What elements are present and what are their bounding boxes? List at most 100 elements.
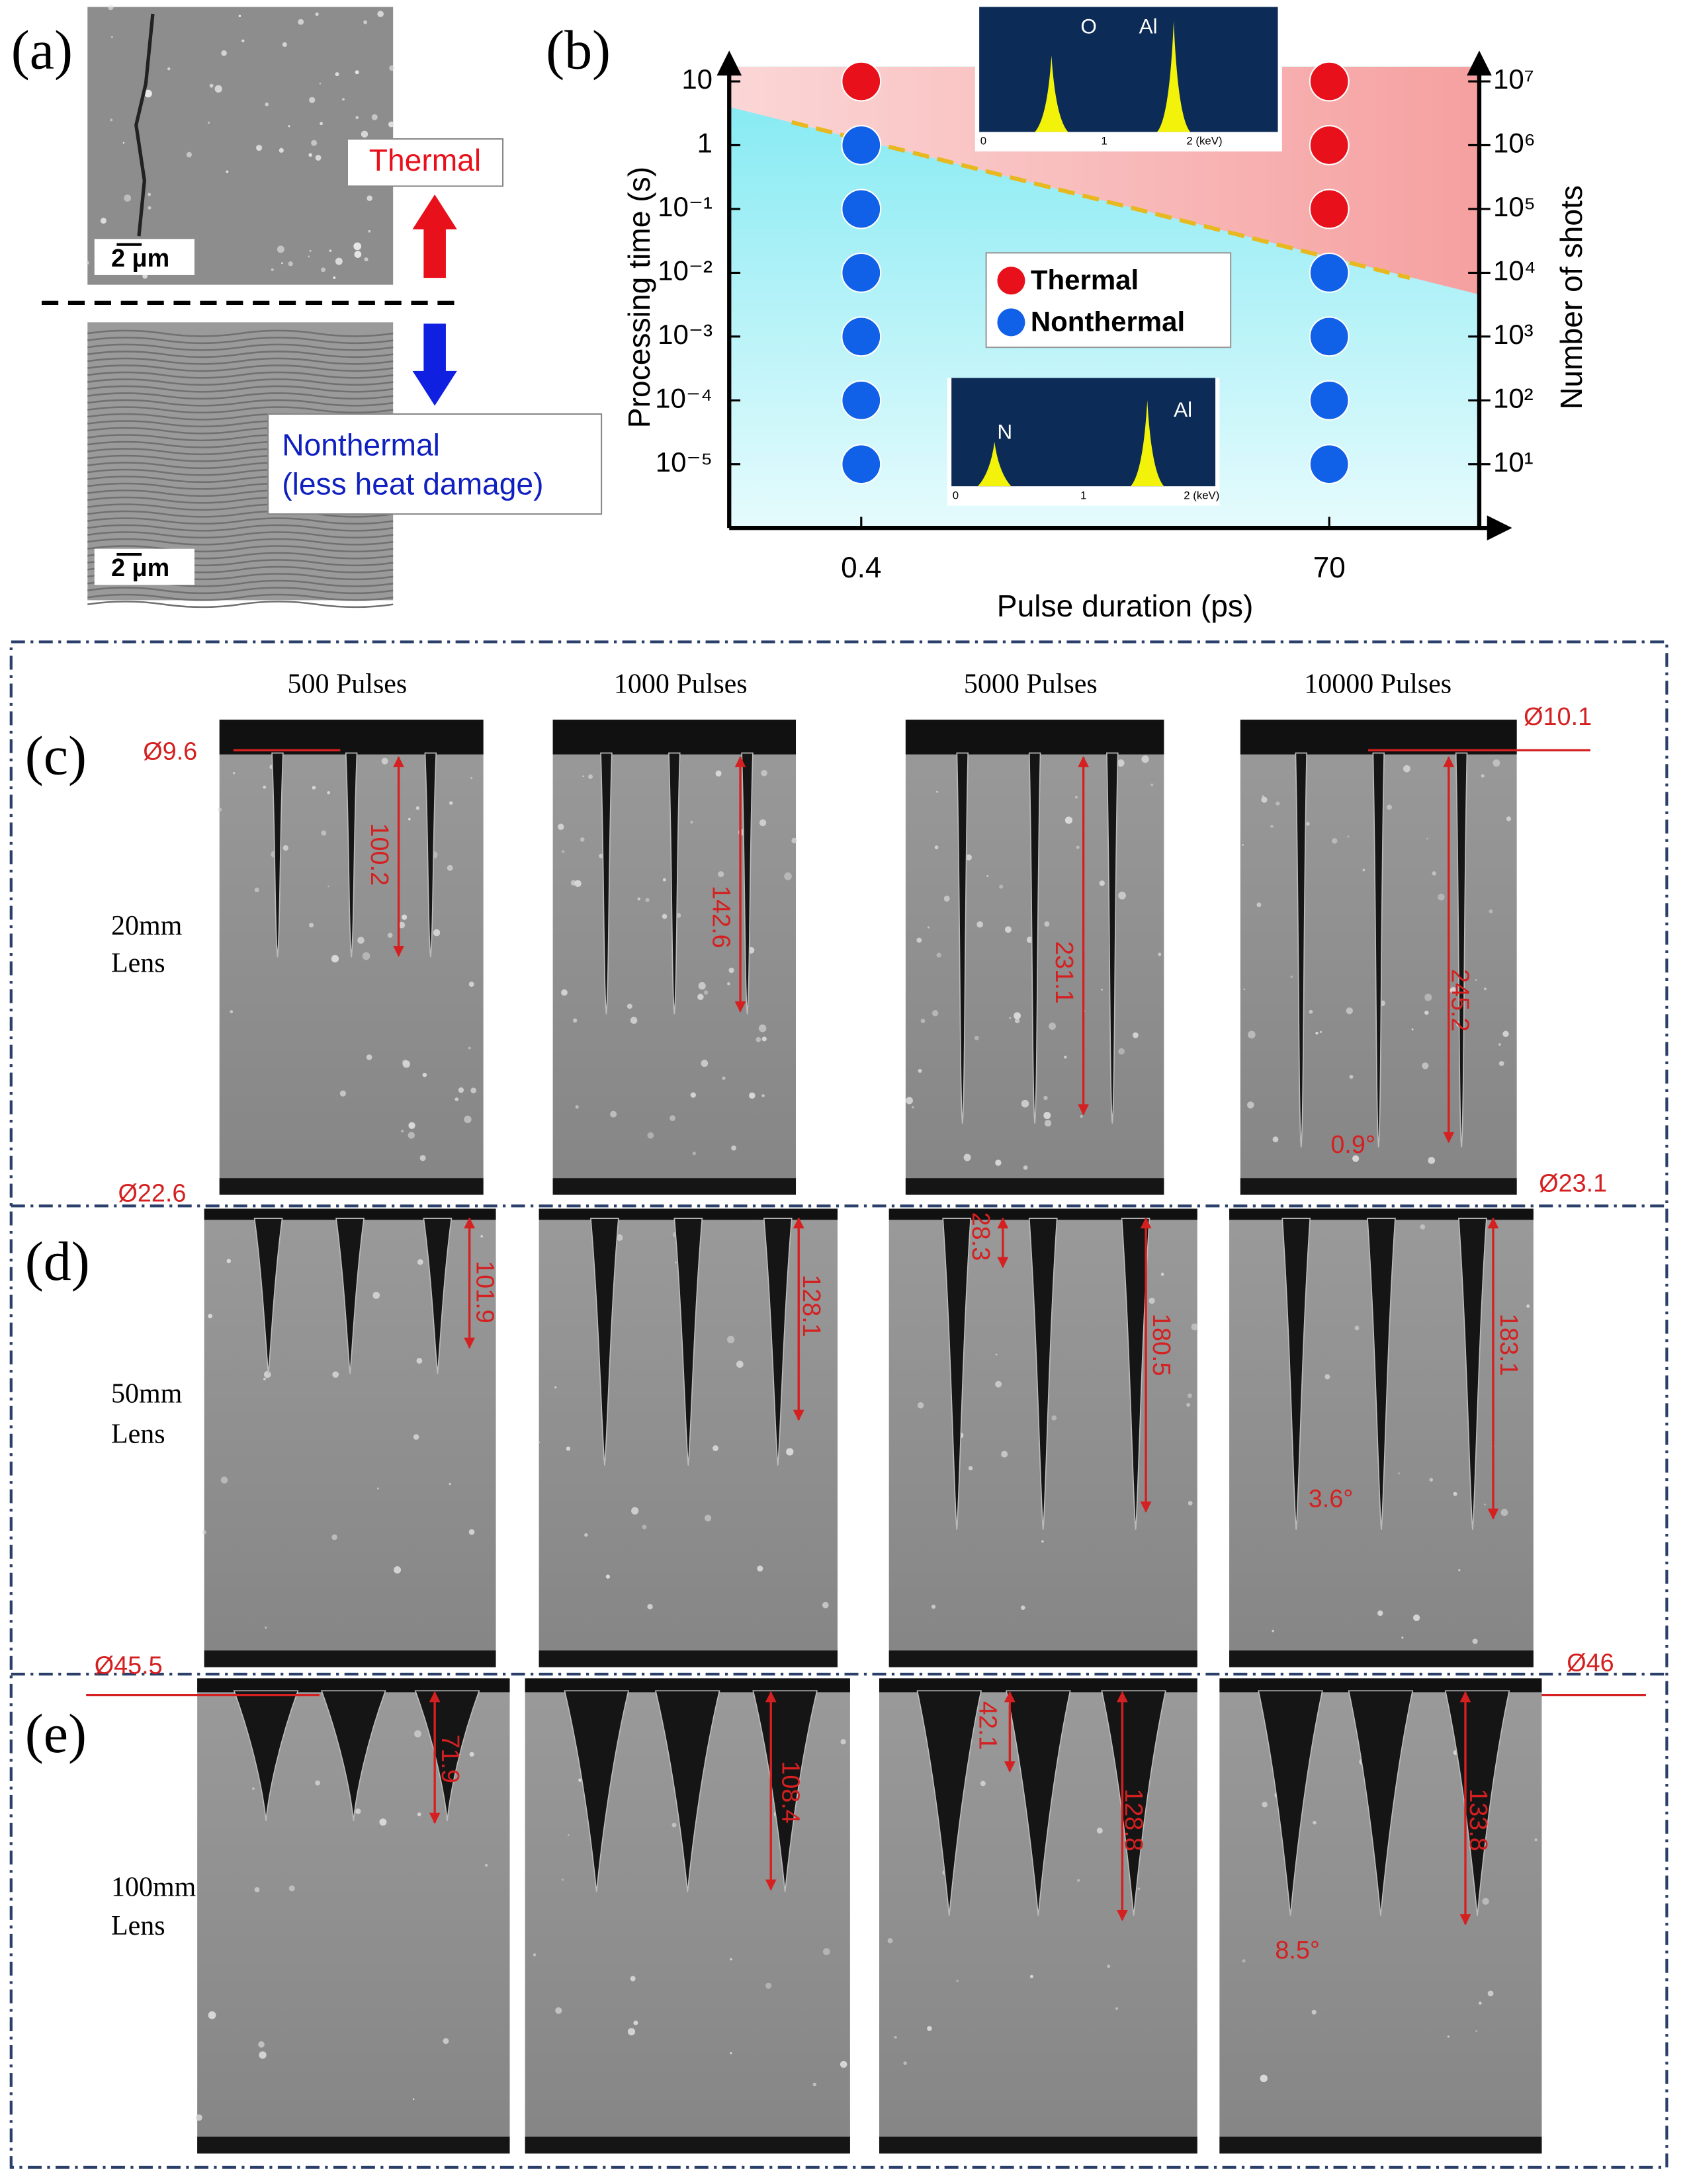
speckle bbox=[758, 1024, 767, 1032]
speckle bbox=[894, 2035, 897, 2039]
speckle bbox=[582, 775, 584, 777]
speckle bbox=[315, 12, 319, 17]
bottom-band bbox=[197, 2136, 510, 2154]
speckle bbox=[381, 757, 388, 765]
y2-tick-label: 10⁶ bbox=[1493, 128, 1536, 159]
speckle bbox=[484, 1863, 488, 1867]
speckle bbox=[1398, 1472, 1400, 1474]
hole bbox=[564, 1690, 630, 1892]
speckle bbox=[1487, 1990, 1494, 1997]
speckle bbox=[1270, 825, 1274, 828]
speckle bbox=[1493, 759, 1500, 767]
measurement-label: 3.6° bbox=[1309, 1486, 1354, 1513]
speckle bbox=[927, 926, 930, 929]
speckle bbox=[647, 1604, 653, 1610]
ripple bbox=[87, 371, 394, 379]
bottom-band bbox=[879, 2136, 1197, 2154]
speckle bbox=[298, 19, 304, 25]
speckle bbox=[355, 116, 359, 120]
speckle bbox=[1064, 1056, 1067, 1059]
nonthermal-label: (less heat damage) bbox=[282, 466, 543, 501]
speckle bbox=[703, 990, 709, 995]
speckle bbox=[464, 1115, 472, 1123]
speckle bbox=[1484, 1503, 1486, 1506]
measurement-label: Ø22.6 bbox=[118, 1179, 186, 1207]
speckle bbox=[1158, 952, 1162, 956]
speckle bbox=[379, 1818, 387, 1826]
speckle bbox=[447, 864, 453, 871]
speckle bbox=[449, 1482, 452, 1486]
lens-label: 20mm bbox=[111, 911, 183, 941]
speckle bbox=[920, 1019, 926, 1023]
bottom-band bbox=[539, 1650, 838, 1667]
speckle bbox=[433, 929, 441, 937]
measurement-label: 0.9° bbox=[1330, 1131, 1375, 1159]
surface-band bbox=[204, 1208, 496, 1220]
point bbox=[1309, 380, 1350, 421]
speckle bbox=[566, 1447, 571, 1451]
speckle bbox=[1352, 1155, 1360, 1162]
speckle bbox=[1080, 1114, 1083, 1118]
ripple bbox=[87, 329, 394, 337]
surface-band bbox=[525, 1678, 850, 1693]
speckle bbox=[367, 195, 372, 201]
measurement-label: 42.1 bbox=[974, 1701, 1002, 1750]
speckle bbox=[124, 194, 132, 202]
measurement-label: 183.1 bbox=[1494, 1314, 1522, 1376]
legend-marker bbox=[997, 267, 1025, 295]
speckle bbox=[765, 1982, 772, 1989]
lens-label: Lens bbox=[111, 1911, 165, 1941]
speckle bbox=[412, 2098, 415, 2101]
hole bbox=[253, 1218, 283, 1374]
speckle bbox=[822, 1601, 829, 1609]
speckle bbox=[252, 1787, 255, 1790]
surface-band bbox=[1229, 1208, 1534, 1220]
speckle bbox=[372, 1292, 380, 1299]
speckle bbox=[214, 85, 222, 93]
speckle bbox=[1242, 843, 1244, 846]
speckle bbox=[731, 1145, 736, 1151]
speckle bbox=[108, 5, 114, 11]
speckle bbox=[1377, 1610, 1383, 1617]
speckle bbox=[1148, 1297, 1155, 1304]
speckle bbox=[394, 1566, 402, 1574]
speckle bbox=[1247, 1101, 1254, 1109]
speckle bbox=[364, 257, 368, 262]
speckle bbox=[642, 1525, 647, 1530]
speckle bbox=[637, 898, 640, 901]
speckle bbox=[355, 1808, 361, 1814]
speckle bbox=[578, 1778, 582, 1782]
ripple bbox=[87, 538, 394, 546]
speckle bbox=[309, 97, 316, 103]
measurement-label: 71.9 bbox=[436, 1734, 464, 1783]
speckle bbox=[1043, 1095, 1048, 1101]
speckle bbox=[822, 1948, 830, 1956]
point bbox=[1309, 444, 1350, 485]
surface-band bbox=[1219, 1678, 1542, 1693]
speckle bbox=[718, 871, 724, 878]
point bbox=[1309, 125, 1350, 165]
surface-band bbox=[219, 720, 484, 755]
speckle bbox=[413, 1434, 419, 1440]
speckle bbox=[416, 1357, 423, 1364]
hole bbox=[1028, 752, 1041, 1124]
speckle bbox=[568, 1834, 570, 1836]
bottom-band bbox=[1219, 2136, 1542, 2154]
ripple bbox=[87, 601, 394, 609]
speckle bbox=[281, 262, 283, 265]
speckle bbox=[1076, 845, 1080, 849]
speckle bbox=[1332, 838, 1338, 844]
speckle bbox=[1426, 837, 1428, 840]
point bbox=[841, 444, 882, 485]
speckle bbox=[331, 954, 339, 963]
speckle bbox=[315, 1780, 320, 1786]
speckle bbox=[727, 982, 730, 986]
bottom-band bbox=[204, 1650, 496, 1667]
hole bbox=[916, 1690, 982, 1916]
speckle bbox=[728, 967, 734, 974]
speckle bbox=[230, 1010, 234, 1013]
scale-bar-box bbox=[94, 239, 195, 275]
speckle bbox=[208, 2011, 216, 2019]
speckle bbox=[327, 791, 330, 794]
speckle bbox=[1049, 1023, 1056, 1030]
